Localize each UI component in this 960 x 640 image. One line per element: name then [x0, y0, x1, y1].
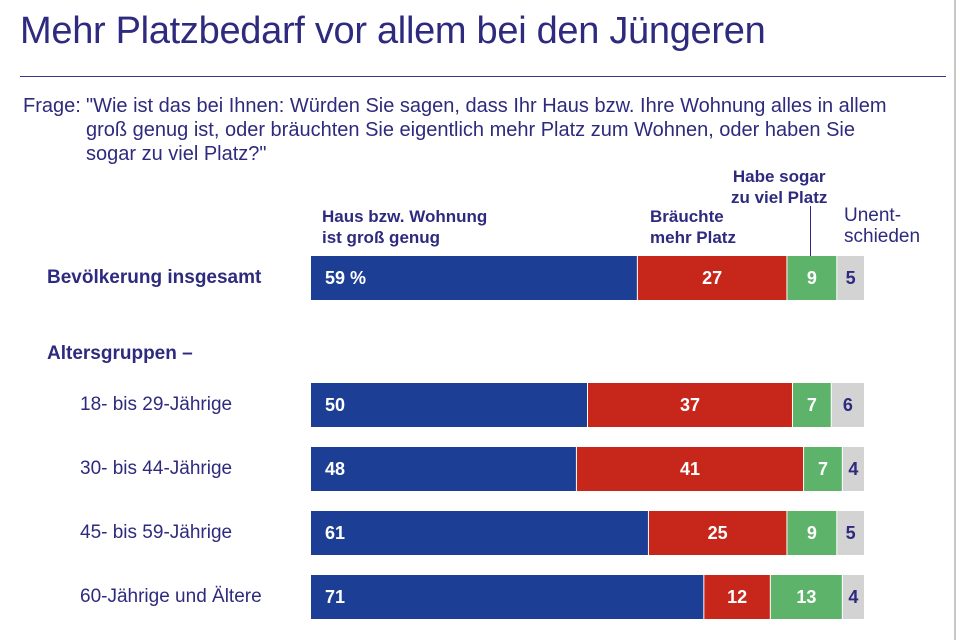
value-label-45-59-unentschieden: 5: [846, 523, 856, 543]
legend-zuviel-line1: Habe sogar: [732, 167, 826, 186]
frame-border: [954, 0, 956, 640]
legend-zuviel: Habe sogar zu viel Platz: [731, 166, 827, 208]
legend-unentschieden-line2: schieden: [844, 226, 921, 247]
value-label-60-plus-mehr-platz: 12: [727, 587, 747, 607]
bar-30-44-genug: [311, 447, 576, 491]
legend-zuviel-line2: zu viel Platz: [731, 188, 828, 207]
bar-18-29-mehr-platz: [588, 383, 792, 427]
value-label-30-44-mehr-platz: 41: [680, 459, 700, 479]
row-label-30-44: 30- bis 44-Jährige: [80, 458, 233, 479]
value-label-18-29-unentschieden: 6: [843, 395, 853, 415]
row-label-total: Bevölkerung insgesamt: [47, 267, 262, 288]
title-rule: [20, 76, 946, 77]
value-label-total-zu-viel: 9: [807, 268, 817, 288]
legend-mehr-line2: mehr Platz: [650, 228, 736, 247]
value-label-45-59-mehr-platz: 25: [708, 523, 728, 543]
row-label-60-plus: 60-Jährige und Ältere: [80, 586, 262, 607]
legend-mehr-line1: Bräuchte: [650, 207, 724, 226]
legend-mehr: Bräuchte mehr Platz: [650, 206, 736, 248]
question-block: Frage: "Wie ist das bei Ihnen: Würden Si…: [23, 94, 903, 166]
bar-45-59-genug: [311, 511, 648, 555]
question-prefix: Frage:: [23, 95, 81, 117]
bar-total-unentschieden: [837, 256, 864, 300]
legend-unentschieden-line1: Unent-: [844, 205, 902, 226]
value-label-total-genug: 59 %: [325, 268, 366, 288]
chart-title: Mehr Platzbedarf vor allem bei den Jünge…: [20, 10, 766, 52]
legend-unentschieden: Unent- schieden: [844, 205, 920, 247]
value-label-total-unentschieden: 5: [846, 268, 856, 288]
value-label-60-plus-unentschieden: 4: [848, 587, 858, 607]
bar-18-29-genug: [311, 383, 587, 427]
bar-60-plus-unentschieden: [842, 575, 864, 619]
legend-genug-line1: Haus bzw. Wohnung: [322, 207, 488, 226]
legend-zuviel-leader-line: [810, 206, 811, 256]
value-label-total-mehr-platz: 27: [702, 268, 722, 288]
bar-18-29-zu-viel: [792, 383, 831, 427]
row-label-18-29: 18- bis 29-Jährige: [80, 394, 233, 415]
bar-60-plus-zu-viel: [770, 575, 842, 619]
legend-genug: Haus bzw. Wohnung ist groß genug: [322, 206, 487, 248]
value-label-45-59-genug: 61: [325, 523, 345, 543]
value-label-60-plus-genug: 71: [325, 587, 345, 607]
value-label-18-29-mehr-platz: 37: [680, 395, 700, 415]
question-text: "Wie ist das bei Ihnen: Würden Sie sagen…: [86, 95, 887, 165]
value-label-45-59-zu-viel: 9: [807, 523, 817, 543]
bar-45-59-mehr-platz: [648, 511, 787, 555]
value-label-18-29-genug: 50: [325, 395, 345, 415]
bar-total-genug: [311, 256, 637, 300]
bar-30-44-zu-viel: [804, 447, 842, 491]
section-label-age: Altersgruppen –: [47, 343, 193, 364]
bar-18-29-unentschieden: [831, 383, 864, 427]
bar-30-44-mehr-platz: [576, 447, 804, 491]
value-label-30-44-genug: 48: [325, 459, 345, 479]
bar-30-44-unentschieden: [842, 447, 864, 491]
value-label-60-plus-zu-viel: 13: [796, 587, 816, 607]
bar-45-59-unentschieden: [837, 511, 864, 555]
legend-genug-line2: ist groß genug: [322, 228, 441, 247]
value-label-30-44-zu-viel: 7: [818, 459, 828, 479]
bar-60-plus-mehr-platz: [704, 575, 770, 619]
bar-total-zu-viel: [787, 256, 837, 300]
value-label-30-44-unentschieden: 4: [848, 459, 858, 479]
row-label-45-59: 45- bis 59-Jährige: [80, 522, 233, 543]
bar-60-plus-genug: [311, 575, 704, 619]
value-label-18-29-zu-viel: 7: [807, 395, 817, 415]
bar-total-mehr-platz: [637, 256, 787, 300]
bar-45-59-zu-viel: [787, 511, 837, 555]
